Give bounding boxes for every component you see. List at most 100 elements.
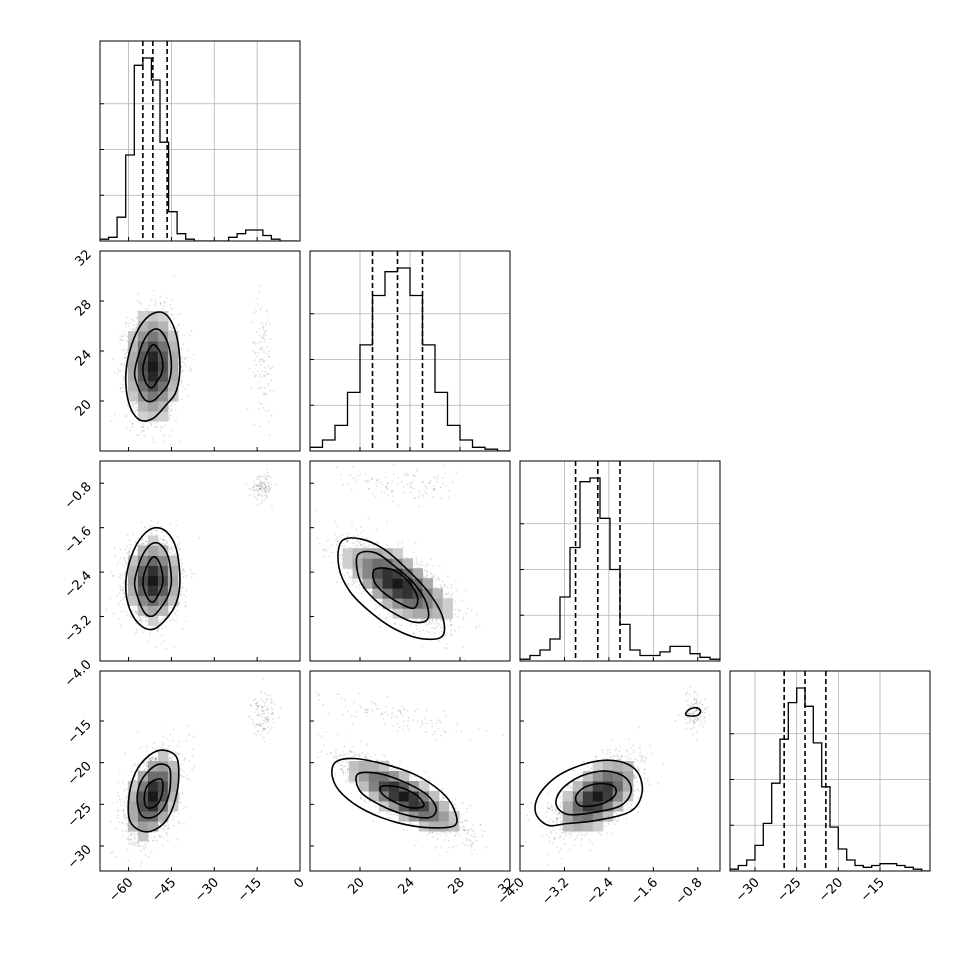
sample-point — [252, 341, 255, 344]
density-cell — [137, 321, 149, 332]
sample-point — [255, 484, 258, 487]
density-cell — [167, 381, 179, 392]
sample-point — [124, 572, 126, 575]
density-cell — [167, 565, 179, 576]
sample-point — [159, 302, 162, 304]
sample-point — [266, 482, 269, 484]
density-cell — [137, 585, 149, 596]
sample-point — [144, 619, 147, 622]
sample-point — [173, 317, 175, 320]
sample-point — [119, 589, 122, 592]
sample-point — [175, 613, 177, 616]
sample-point — [439, 619, 442, 622]
sample-point — [168, 407, 171, 410]
sample-point — [138, 619, 141, 621]
sample-point — [121, 335, 124, 338]
sample-point — [126, 534, 129, 537]
sample-point — [272, 390, 275, 392]
sample-point — [189, 568, 192, 571]
sample-point — [179, 383, 182, 386]
sample-point — [271, 504, 273, 507]
sample-point — [245, 482, 248, 485]
density-cell — [127, 575, 139, 586]
sample-point — [121, 348, 124, 351]
sample-point — [159, 538, 162, 540]
sample-point — [156, 630, 159, 633]
sample-point — [110, 420, 113, 423]
sample-point — [117, 601, 120, 604]
density-cell — [157, 411, 169, 422]
sample-point — [121, 335, 123, 338]
sample-point — [169, 606, 172, 609]
sample-point — [185, 596, 188, 598]
sample-point — [250, 386, 252, 389]
sample-point — [128, 539, 131, 542]
sample-point — [257, 476, 260, 478]
sample-point — [161, 531, 164, 534]
sample-point — [260, 403, 263, 406]
sample-point — [120, 369, 123, 372]
sample-point — [356, 534, 359, 536]
sample-point — [133, 607, 136, 609]
sample-point — [170, 329, 173, 331]
density-cell — [167, 331, 179, 342]
sample-point — [136, 326, 139, 329]
sample-point — [260, 475, 263, 478]
sample-point — [136, 548, 139, 551]
sample-point — [181, 361, 184, 363]
sample-point — [256, 484, 259, 487]
sample-point — [180, 371, 183, 373]
sample-point — [169, 411, 171, 414]
sample-point — [179, 313, 182, 315]
sample-point — [253, 489, 256, 492]
sample-point — [130, 318, 133, 321]
sample-point — [181, 356, 184, 358]
sample-point — [256, 355, 259, 358]
sample-point — [159, 619, 162, 622]
density-cells — [127, 535, 179, 626]
sample-point — [145, 540, 148, 543]
sample-point — [178, 440, 181, 443]
sample-point — [260, 486, 263, 489]
sample-point — [375, 606, 378, 609]
sample-point — [126, 316, 128, 319]
sample-point — [161, 627, 164, 630]
sample-point — [144, 540, 147, 543]
sample-point — [261, 346, 264, 349]
sample-point — [181, 385, 184, 387]
sample-point — [137, 537, 139, 540]
sample-point — [252, 489, 255, 491]
sample-point — [262, 328, 265, 331]
sample-point — [444, 646, 447, 649]
sample-point — [151, 532, 154, 535]
sample-point — [194, 572, 196, 575]
sample-point — [153, 441, 155, 443]
sample-point — [173, 553, 176, 555]
sample-point — [263, 359, 266, 362]
density-cell — [127, 565, 139, 576]
sample-point — [169, 303, 172, 306]
sample-point — [158, 627, 161, 630]
sample-point — [178, 323, 181, 326]
density-cell — [127, 371, 139, 382]
y-tick-label: 24 — [73, 347, 95, 369]
sample-point — [172, 550, 174, 553]
sample-point — [258, 360, 261, 363]
density-cell — [157, 341, 169, 352]
density-cell — [167, 361, 179, 372]
sample-point — [180, 378, 183, 381]
sample-point — [180, 366, 183, 368]
sample-point — [255, 483, 257, 486]
sample-point — [264, 481, 266, 484]
y-tick-label: −2.4 — [62, 568, 95, 601]
sample-point — [112, 574, 115, 577]
sample-point — [153, 426, 156, 429]
sample-point — [131, 404, 134, 407]
sample-point — [262, 486, 265, 489]
sample-point — [170, 414, 173, 417]
sample-point — [132, 475, 134, 477]
sample-point — [188, 334, 191, 337]
sample-point — [161, 542, 163, 545]
sample-point — [268, 355, 271, 358]
sample-point — [163, 440, 166, 443]
